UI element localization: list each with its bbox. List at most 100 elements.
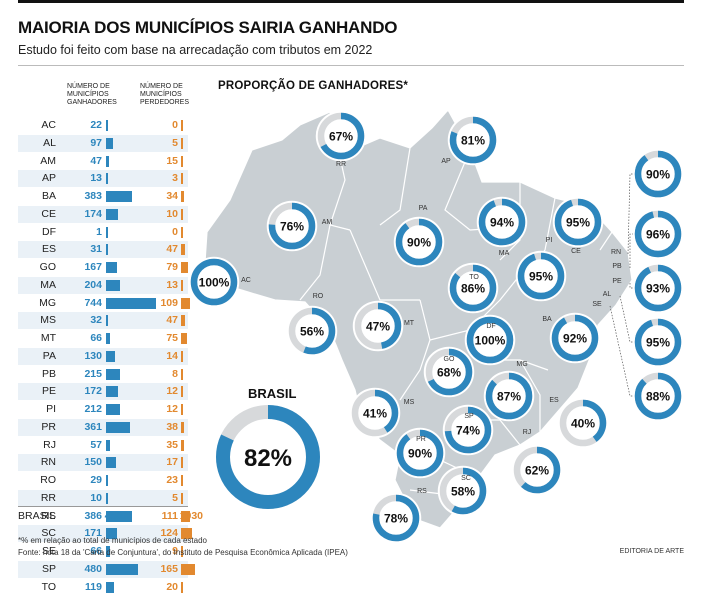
row-uf: AL [43, 136, 56, 149]
table-row: RJ 57 35 [18, 437, 188, 454]
row-uf: RO [40, 474, 56, 486]
losers-bar [181, 208, 183, 220]
winners-bar [106, 581, 114, 593]
row-losers: 10 [166, 207, 178, 220]
ring-arc [559, 399, 607, 447]
state-code-mg: MG [516, 361, 527, 368]
row-winners: 744 [84, 296, 102, 309]
ring-arc [449, 116, 497, 164]
table-row: PB 215 8 [18, 366, 188, 383]
table-row: RN 150 17 [18, 454, 188, 472]
row-winners: 1 [96, 225, 102, 238]
ring-label: 93% [646, 282, 670, 296]
row-winners: 212 [84, 403, 102, 415]
state-code-ce: CE [571, 248, 581, 255]
table-row: RO 29 23 [18, 472, 188, 489]
ring-arc [268, 202, 316, 250]
state-code-rr: RR [336, 161, 346, 168]
state-code-go: GO [444, 356, 455, 363]
winners-bar [106, 368, 121, 380]
table-row: CE 174 10 [18, 205, 188, 223]
losers-bar [181, 421, 185, 433]
losers-bar [181, 333, 188, 344]
page-subtitle: Estudo foi feito com base na arrecadação… [18, 43, 373, 57]
ring-arc [485, 372, 533, 420]
state-code-pa: PA [419, 205, 428, 212]
state-code-rs: RS [417, 488, 427, 495]
row-losers: 14 [166, 349, 178, 362]
ring-arc [444, 406, 492, 454]
ring-label: 81% [461, 134, 485, 148]
losers-bar [181, 226, 183, 238]
state-code-pi: PI [546, 237, 553, 244]
losers-bar [181, 155, 183, 167]
row-uf: RJ [43, 438, 56, 451]
row-winners: 66 [90, 545, 102, 557]
ring-ba: 92% [549, 312, 601, 364]
row-uf: MS [40, 314, 56, 327]
winners-bar [106, 439, 110, 451]
table-row: PR 361 38 [18, 418, 188, 436]
table-row: MT 66 75 [18, 330, 188, 347]
table-total-row: BRASIL 4539 1030 [18, 506, 203, 524]
ring-label: 62% [525, 464, 549, 478]
row-uf: SE [41, 545, 56, 557]
losers-bar [181, 563, 195, 575]
row-uf: AC [41, 119, 56, 131]
winners-bar [106, 404, 121, 415]
ring-arc [396, 429, 444, 477]
row-winners: 171 [84, 527, 102, 540]
winners-bar [106, 510, 132, 522]
row-losers: 3 [172, 172, 178, 185]
state-code-ms: MS [404, 399, 415, 406]
state-code-to: TO [469, 274, 479, 281]
ring-label: 40% [571, 417, 595, 431]
ring-arc [634, 318, 682, 366]
row-losers: 109 [160, 296, 178, 309]
winners-bar [106, 492, 108, 504]
ring-arc [439, 467, 487, 515]
ring-label: 41% [363, 407, 387, 421]
credit: EDITORIA DE ARTE [619, 548, 684, 555]
ring-label: 58% [451, 485, 475, 499]
total-losers: 1030 [179, 510, 203, 522]
winners-bar [106, 475, 108, 486]
state-code-sc: SC [461, 475, 471, 482]
losers-bar [181, 279, 183, 291]
ring-label: 88% [646, 390, 670, 404]
table-row: AP 13 3 [18, 170, 188, 188]
row-winners: 97 [90, 136, 102, 149]
ring-label: 82% [244, 445, 292, 472]
winners-bar [106, 563, 139, 575]
state-codes: RR AP AM PA MA CE PI TO AC RO MT DF BA GO MG MS SP ES RJ PR… [241, 158, 622, 495]
winners-bar [106, 208, 118, 220]
losers-bar [181, 120, 183, 131]
losers-bar [181, 386, 183, 398]
row-uf: SC [41, 527, 56, 540]
ring-arc [634, 150, 682, 198]
row-losers: 9 [172, 545, 178, 557]
losers-bar [181, 546, 183, 557]
ring-sp: 74% [442, 404, 494, 456]
state-code-se: SE [592, 301, 602, 308]
ring-arc [478, 198, 526, 246]
ring-go: 68% [423, 346, 475, 398]
row-losers: 17 [166, 456, 178, 469]
row-uf: ES [41, 243, 56, 256]
ring-to: 86% [447, 262, 499, 314]
row-winners: 32 [90, 314, 102, 327]
row-losers: 5 [172, 136, 178, 149]
table-row: PE 172 12 [18, 383, 188, 401]
losers-bar [181, 528, 192, 540]
row-losers: 47 [166, 243, 178, 256]
table-row: PA 130 14 [18, 347, 188, 365]
state-code-pe: PE [612, 278, 622, 285]
row-uf: MA [40, 278, 56, 291]
losers-bar [181, 439, 184, 451]
state-code-df: DF [486, 323, 495, 330]
ring-pr: 90% [394, 427, 446, 479]
callout-line-al [619, 295, 636, 343]
state-code-sp: SP [464, 413, 474, 420]
row-losers: 12 [166, 385, 178, 398]
row-losers: 79 [166, 261, 178, 273]
